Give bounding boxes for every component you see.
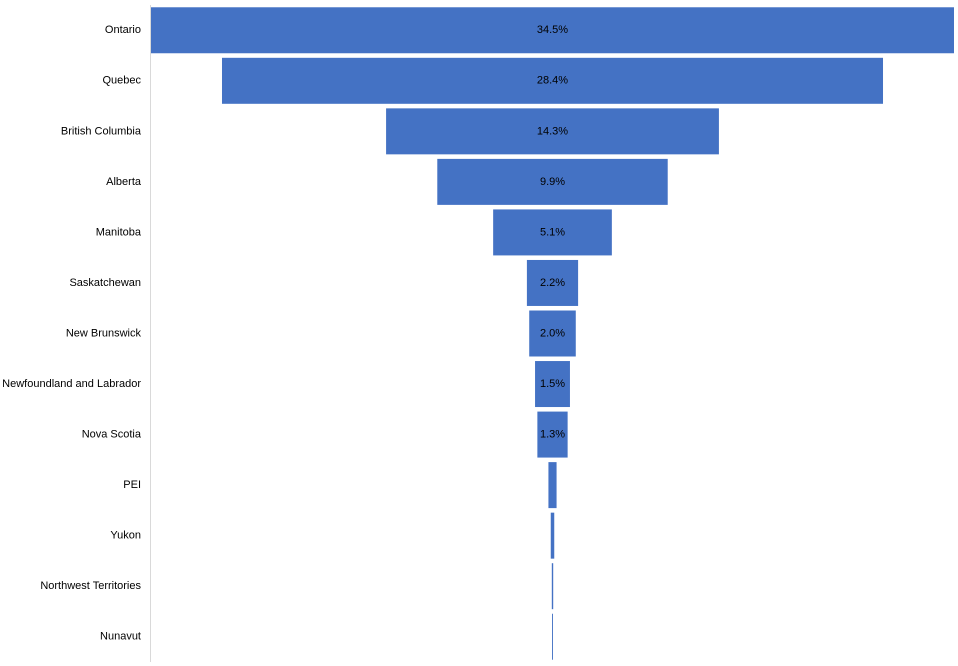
data-label: 1.5% <box>540 378 565 390</box>
bar <box>529 310 576 357</box>
data-label: 2.0% <box>540 327 565 339</box>
bar <box>526 259 579 306</box>
bar <box>493 209 612 256</box>
data-label: 9.9% <box>540 176 565 188</box>
data-label: 14.3% <box>537 125 568 137</box>
y-tick-label: Nova Scotia <box>82 428 142 440</box>
y-tick-label: Yukon <box>110 530 141 542</box>
bar <box>535 361 570 408</box>
bar <box>437 158 668 205</box>
bar <box>548 462 557 509</box>
bar <box>550 512 555 559</box>
y-tick-label: Alberta <box>106 176 142 188</box>
y-tick-label: Nunavut <box>100 631 141 643</box>
y-tick-label: Manitoba <box>96 226 142 238</box>
bar <box>151 7 954 54</box>
bar <box>537 411 568 458</box>
data-label: 1.3% <box>540 428 565 440</box>
bar <box>386 108 719 155</box>
y-tick-label: Saskatchewan <box>69 277 141 289</box>
data-label: 28.4% <box>537 75 568 87</box>
y-tick-label: PEI <box>123 479 141 491</box>
y-tick-label: British Columbia <box>61 125 142 137</box>
y-tick-label: Northwest Territories <box>40 580 141 592</box>
bar <box>552 613 553 660</box>
data-label: 2.2% <box>540 277 565 289</box>
bar <box>221 57 884 104</box>
data-label: 5.1% <box>540 226 565 238</box>
bar <box>551 563 554 610</box>
y-tick-label: New Brunswick <box>66 327 142 339</box>
y-tick-label: Quebec <box>102 75 141 87</box>
y-tick-label: Newfoundland and Labrador <box>2 378 141 390</box>
y-tick-label: Ontario <box>105 24 141 36</box>
data-label: 34.5% <box>537 24 568 36</box>
